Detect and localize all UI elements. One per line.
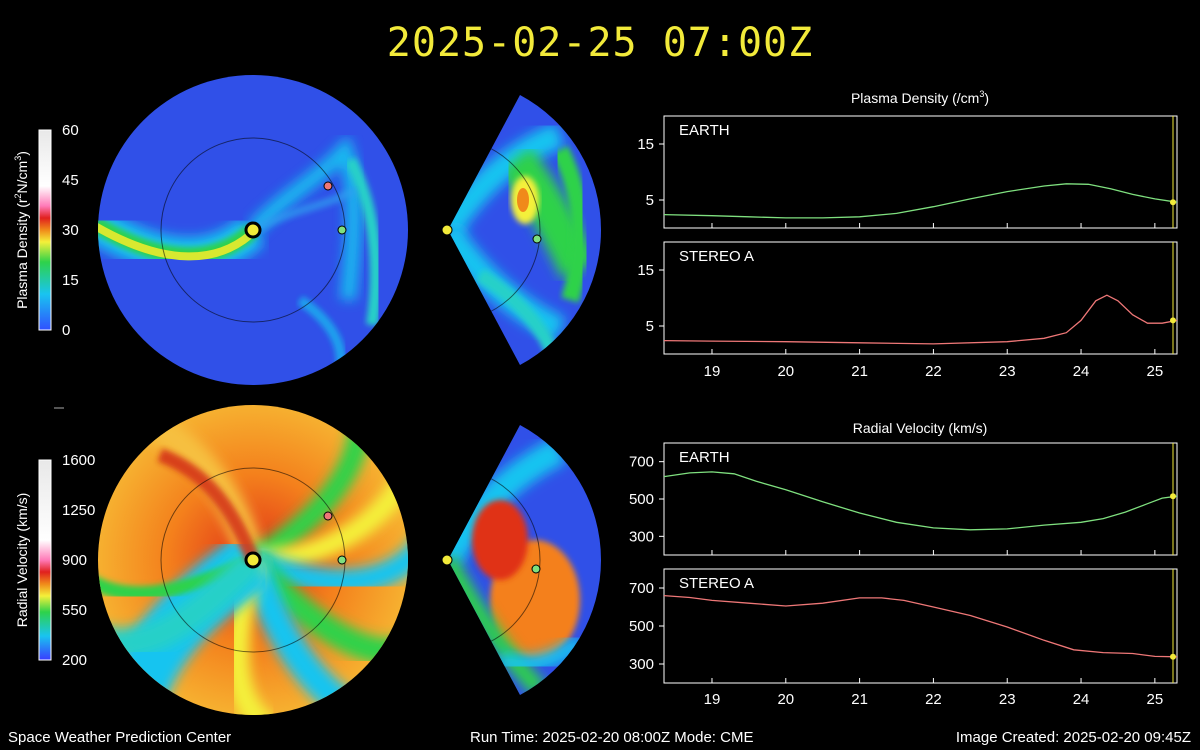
y-tick-label: 700 xyxy=(629,454,654,471)
series-line xyxy=(663,294,1178,345)
density-title-main: Plasma Density (/cm xyxy=(851,90,979,106)
panel-label: EARTH xyxy=(679,122,730,139)
y-tick-label: 15 xyxy=(637,262,654,279)
x-tick-label: 23 xyxy=(999,691,1016,708)
earth-marker xyxy=(337,225,347,235)
y-tick-label: 500 xyxy=(629,491,654,508)
panel-label: STEREO A xyxy=(679,575,754,592)
density-meridional-wedge xyxy=(441,95,601,365)
y-tick-label: 700 xyxy=(629,580,654,597)
x-tick-label: 19 xyxy=(704,363,721,380)
panel-label: EARTH xyxy=(679,449,730,466)
velocity-equatorial-disk xyxy=(98,405,408,715)
earth-marker xyxy=(337,555,347,565)
y-tick-label: 5 xyxy=(646,192,654,209)
plot-frame xyxy=(663,442,1178,556)
sun-marker xyxy=(441,554,453,566)
plot-frame xyxy=(663,115,1178,229)
y-tick-label: 300 xyxy=(629,528,654,545)
x-tick-label: 22 xyxy=(925,691,942,708)
x-tick-label: 25 xyxy=(1147,363,1164,380)
plot-frame xyxy=(663,241,1178,355)
density-colorbar-tick: 0 xyxy=(62,322,70,339)
x-tick-label: 24 xyxy=(1073,691,1090,708)
current-time-point xyxy=(1170,653,1176,660)
density-colorbar-label: Plasma Density (r2N/cm3) xyxy=(13,151,30,309)
density-colorbar-tick: 60 xyxy=(62,122,79,139)
series-line xyxy=(663,471,1178,531)
earth-marker xyxy=(532,234,542,244)
density-label-b: N/cm xyxy=(14,161,30,194)
series-line xyxy=(663,183,1178,219)
density-colorbar: 60 45 30 15 0 Plasma Density (r2N/cm3) xyxy=(13,122,79,339)
x-tick-label: 24 xyxy=(1073,363,1090,380)
x-tick-label: 20 xyxy=(777,363,794,380)
footer-organization: Space Weather Prediction Center xyxy=(8,729,232,746)
series-line xyxy=(663,594,1178,658)
density-label-sup1: 2 xyxy=(13,193,23,198)
stereo-a-marker xyxy=(323,511,333,521)
x-tick-label: 20 xyxy=(777,691,794,708)
current-time-point xyxy=(1170,199,1176,206)
x-tick-label: 22 xyxy=(925,363,942,380)
sun-marker xyxy=(244,551,262,569)
density-label-a: Plasma Density (r xyxy=(14,198,30,309)
x-tick-label: 23 xyxy=(999,363,1016,380)
density-title-end: ) xyxy=(984,90,989,106)
density-title-sup: 3 xyxy=(979,89,984,99)
velocity-colorbar-label: Radial Velocity (km/s) xyxy=(14,493,30,628)
y-tick-label: 15 xyxy=(637,136,654,153)
current-time-point xyxy=(1170,317,1176,324)
x-tick-label: 25 xyxy=(1147,691,1164,708)
x-tick-label: 21 xyxy=(851,363,868,380)
time-series-charts: EARTH 15 5 STEREO A 15 5 19 20 21 22 23 24 25 EARTH 70… xyxy=(629,115,1178,708)
velocity-chart-title: Radial Velocity (km/s) xyxy=(853,420,988,436)
velocity-colorbar-tick: 1250 xyxy=(62,502,95,519)
y-tick-label: 5 xyxy=(646,318,654,335)
panel-label: STEREO A xyxy=(679,248,754,265)
velocity-meridional-wedge xyxy=(441,425,601,695)
current-time-point xyxy=(1170,493,1176,500)
density-equatorial-disk xyxy=(98,75,408,385)
density-label-close: ) xyxy=(14,151,30,156)
density-chart-title: Plasma Density (/cm3) xyxy=(851,89,989,106)
footer-image-created: Image Created: 2025-02-20 09:45Z xyxy=(955,729,1191,746)
density-colorbar-tick: 15 xyxy=(62,272,79,289)
sun-marker xyxy=(441,224,453,236)
velocity-colorbar-tick: 550 xyxy=(62,602,87,619)
x-tick-label: 19 xyxy=(704,691,721,708)
sun-marker xyxy=(244,221,262,239)
density-colorbar-tick: 45 xyxy=(62,172,79,189)
density-label-sup2: 3 xyxy=(13,156,23,161)
y-tick-label: 300 xyxy=(629,656,654,673)
stereo-a-marker xyxy=(323,181,333,191)
velocity-colorbar-tick: 200 xyxy=(62,652,87,669)
timestamp-title: 2025-02-25 07:00Z xyxy=(386,20,814,66)
footer-run-info: Run Time: 2025-02-20 08:00Z Mode: CME xyxy=(470,729,754,746)
velocity-colorbar-tick: 900 xyxy=(62,552,87,569)
y-tick-label: 500 xyxy=(629,618,654,635)
velocity-colorbar-tick: 1600 xyxy=(62,452,95,469)
density-colorbar-tick: 30 xyxy=(62,222,79,239)
velocity-colorbar: 1600 1250 900 550 200 Radial Velocity (k… xyxy=(14,452,95,669)
x-tick-label: 21 xyxy=(851,691,868,708)
earth-marker xyxy=(531,564,541,574)
